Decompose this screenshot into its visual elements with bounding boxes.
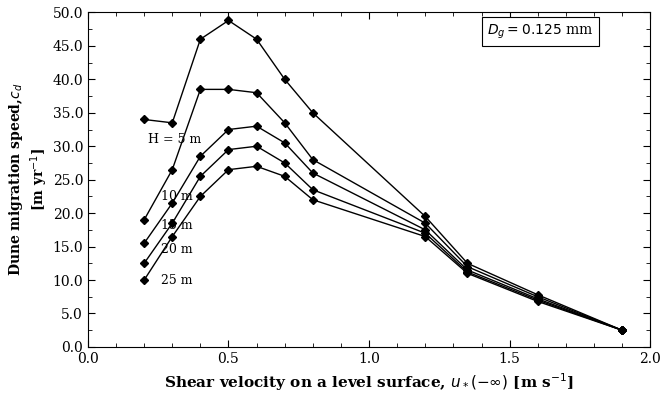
Text: $D_g = 0.125$ mm: $D_g = 0.125$ mm bbox=[487, 22, 594, 41]
Text: 10 m: 10 m bbox=[161, 190, 193, 203]
Text: H = 5 m: H = 5 m bbox=[148, 133, 202, 146]
Text: 25 m: 25 m bbox=[161, 274, 192, 286]
Text: 15 m: 15 m bbox=[161, 219, 192, 232]
Y-axis label: Dune migration speed,$c_d$
[m yr$^{-1}$]: Dune migration speed,$c_d$ [m yr$^{-1}$] bbox=[7, 83, 49, 276]
X-axis label: Shear velocity on a level surface, $u_*(-\infty)$ [m s$^{-1}$]: Shear velocity on a level surface, $u_*(… bbox=[164, 371, 574, 393]
Text: 20 m: 20 m bbox=[161, 244, 192, 256]
